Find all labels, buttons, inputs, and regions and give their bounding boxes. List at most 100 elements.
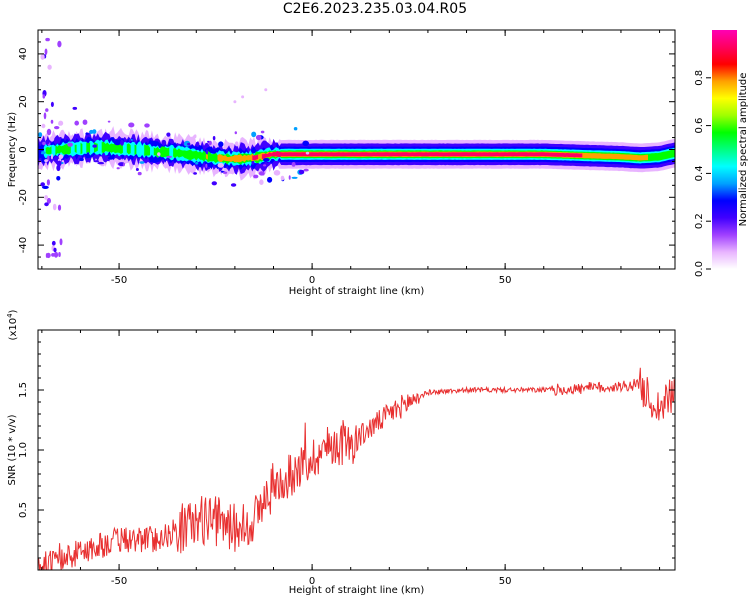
colorbar-gradient [712, 30, 737, 269]
colorbar-tick-label: 0.8 [694, 70, 705, 86]
y-axis-multiplier: (x104) [6, 309, 19, 340]
spectrogram-blob [40, 182, 45, 187]
spectrogram-blob [303, 168, 309, 172]
spectrogram-blob [45, 139, 50, 145]
spectrogram-blob [42, 185, 49, 189]
spectrogram-blob [74, 120, 79, 126]
x-tick-label: 50 [499, 275, 512, 286]
spectrogram-blob [166, 132, 171, 137]
spectrogram-blob [57, 204, 62, 211]
spectrogram-blob [222, 171, 228, 174]
spectrogram-band-layer [144, 144, 150, 156]
spectrogram-blob [46, 197, 52, 204]
spectrogram-blob [58, 154, 64, 159]
colorbar-label: Normalized spectral amplitude [738, 73, 749, 227]
spectrogram-blob [40, 54, 45, 60]
spectrogram-blob [54, 126, 60, 130]
y-tick-label: 1.0 [18, 442, 29, 458]
spectrogram-blob [93, 160, 100, 163]
spectrogram-blob [139, 161, 145, 164]
spectrogram-blob [59, 238, 63, 246]
spectrogram-blob [291, 162, 296, 167]
spectrogram-blob [161, 139, 167, 146]
spectrogram-band-layer [86, 142, 91, 154]
spectrogram-image [38, 37, 675, 259]
spectrogram-blob [259, 179, 264, 185]
spectrogram-blob [43, 112, 47, 120]
colorbar: 0.0 0.2 0.4 0.6 0.8 Normalized spectral ampli… [694, 30, 749, 277]
spectrogram-blob [208, 140, 212, 146]
spectrogram-blob [157, 152, 161, 157]
spectrogram-blob [302, 140, 310, 146]
spectrogram-blob [46, 128, 52, 136]
spectrogram-blob [44, 195, 48, 200]
spectrogram-blob [85, 132, 89, 135]
spectrogram-blob [187, 142, 191, 146]
spectrogram-blob [56, 176, 61, 181]
spectrogram-blob [255, 134, 262, 141]
spectrogram-blob [135, 168, 139, 171]
spectrogram-blob [280, 175, 285, 181]
x-tick-label: 50 [499, 576, 512, 587]
spectrogram-blob [89, 129, 94, 134]
spectrogram-blob [241, 95, 245, 99]
spectrogram-blob [234, 141, 239, 147]
x-tick-label: -50 [111, 275, 127, 286]
spectrogram-blob [212, 136, 216, 141]
spectrogram-blob [47, 155, 50, 162]
spectrogram-blob [230, 183, 237, 187]
colorbar-tick-label: 0.0 [694, 261, 705, 277]
spectrogram-blob [293, 127, 298, 131]
spectrogram-blob [38, 149, 42, 155]
spectrogram-band-layer [80, 142, 83, 155]
spectrogram-band-layer [126, 143, 131, 155]
spectrogram-blob [92, 144, 97, 148]
spectrogram-blob [42, 94, 46, 99]
spectrogram-blob [251, 160, 255, 165]
spectrogram-blob [195, 141, 200, 147]
x-tick-label: 0 [309, 275, 315, 286]
colorbar-tick-label: 0.4 [694, 165, 705, 181]
spectrogram-blob [50, 154, 54, 160]
spectrogram-blob [207, 140, 210, 143]
spectrogram-blob [44, 202, 49, 207]
spectrogram-blob [40, 151, 46, 155]
spectrogram-blob [50, 119, 54, 124]
spectrogram-blob [234, 131, 237, 135]
x-tick-label: 0 [309, 576, 315, 587]
spectrogram-blob [193, 172, 198, 175]
spectrogram-blob [58, 120, 64, 126]
spectrogram-band-layer [252, 154, 259, 161]
spectrogram-blob [107, 120, 111, 123]
spectrogram-blob [258, 171, 265, 176]
spectrogram-blob [263, 158, 270, 162]
spectrogram-blob [38, 132, 43, 138]
spectrogram-blob [51, 240, 56, 246]
spectrogram-blob [205, 163, 208, 168]
spectrogram-band-layer [134, 144, 137, 155]
y-tick-label: 1.5 [18, 382, 29, 398]
y-tick-label: 20 [18, 95, 29, 108]
spectrogram-band-layer [261, 150, 583, 159]
spectrogram-blob [58, 252, 61, 257]
spectrogram-blob [150, 159, 153, 163]
spectrogram-blob [233, 100, 237, 104]
spectrogram-blob [263, 164, 267, 167]
spectrogram-blob [129, 155, 134, 160]
colorbar-tick-label: 0.2 [694, 213, 705, 229]
spectrogram-blob [50, 101, 54, 107]
spectrogram-blob [57, 40, 62, 48]
spectrogram-blob [46, 252, 51, 259]
spectrogram-blob [52, 203, 57, 211]
spectrogram-blob [291, 176, 298, 179]
spectrogram-blob [79, 157, 84, 162]
spectrogram-blob [298, 169, 305, 175]
spectrogram-blob [49, 136, 55, 142]
y-tick-label: 0 [18, 146, 29, 152]
spectrogram-blob [267, 176, 273, 183]
spectrogram-blob [72, 106, 78, 110]
y-axis-label: Frequency (Hz) [7, 112, 18, 188]
spectrogram-blob [210, 149, 217, 154]
spectrogram-blob [194, 134, 197, 139]
